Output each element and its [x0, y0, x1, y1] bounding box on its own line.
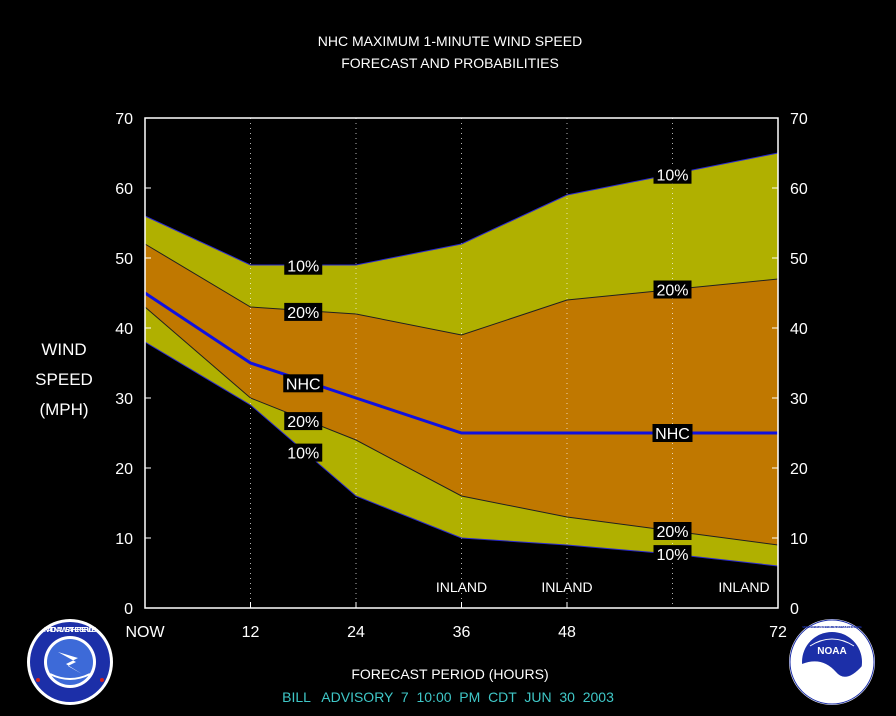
x-tick-label: 72 — [769, 624, 787, 641]
advisory-line: BILL ADVISORY 7 10:00 PM CDT JUN 30 2003 — [282, 689, 614, 705]
series-label-box — [652, 424, 693, 442]
series-label-box — [284, 302, 323, 321]
series-label-box — [653, 165, 692, 184]
series-label-box — [284, 412, 323, 431]
nws-logo: NATIONAL WEATHER SERVICE — [27, 619, 113, 705]
y-tick-label-left: 60 — [115, 181, 133, 198]
series-label: 20% — [656, 283, 688, 300]
y-tick-label-left: 10 — [115, 531, 133, 548]
series-label: 10% — [656, 547, 688, 564]
chart-subtitle: FORECAST AND PROBABILITIES — [341, 55, 559, 71]
x-tick-label: 24 — [347, 624, 365, 641]
x-tick-label: 36 — [453, 624, 471, 641]
x-axis-label: FORECAST PERIOD (HOURS) — [351, 666, 548, 682]
inland-annotations: INLAND INLAND INLAND — [436, 579, 770, 595]
y-tick-label-right: 40 — [790, 321, 808, 338]
series-label: 10% — [287, 446, 319, 463]
y-tick-label-right: 30 — [790, 391, 808, 408]
series-label: 10% — [287, 259, 319, 276]
series-labels: 10% 20% NHC 20% 10% 10% 20% NHC 20% 10% — [283, 165, 693, 564]
y-axis-label-line-1: WIND — [41, 340, 86, 359]
series-label-box — [284, 443, 323, 462]
noaa-logo: NATIONAL OCEANIC AND ATMOSPHERIC ADMINIS… — [789, 619, 875, 705]
series-label: NHC — [655, 426, 690, 443]
y-tick-label-right: 70 — [790, 111, 808, 128]
inland-annotation: INLAND — [718, 579, 769, 595]
y-tick-label-right: 20 — [790, 461, 808, 478]
series-label-box — [284, 256, 323, 275]
nws-logo-text: NATIONAL WEATHER SERVICE — [44, 627, 96, 634]
y-tick-label-right: 10 — [790, 531, 808, 548]
y-tick-label-left: 70 — [115, 111, 133, 128]
series-label: NHC — [286, 376, 321, 393]
series-label: 20% — [287, 414, 319, 431]
x-tick-label: NOW — [125, 624, 165, 641]
inland-annotation: INLAND — [436, 579, 487, 595]
x-tick-label: 12 — [242, 624, 260, 641]
y-tick-label-right: 50 — [790, 251, 808, 268]
series-label-box — [653, 280, 692, 299]
y-axis-label-line-3: (MPH) — [39, 400, 88, 419]
y-tick-label-left: 0 — [124, 601, 133, 618]
series-label-box — [283, 374, 324, 393]
y-axis-label-line-2: SPEED — [35, 370, 93, 389]
noaa-logo-text: NOAA — [817, 646, 846, 657]
series-label-box — [653, 545, 692, 564]
y-tick-label-right: 0 — [790, 601, 799, 618]
inland-annotation: INLAND — [541, 579, 592, 595]
series-label: 20% — [287, 305, 319, 322]
series-label: 10% — [656, 168, 688, 185]
lightning-bolt-icon — [58, 652, 82, 674]
chart-title: NHC MAXIMUM 1-MINUTE WIND SPEED — [318, 33, 582, 49]
y-tick-label-left: 50 — [115, 251, 133, 268]
y-tick-label-right: 60 — [790, 181, 808, 198]
noaa-ring-text: NATIONAL OCEANIC AND ATMOSPHERIC ADMINIS… — [802, 625, 862, 629]
x-tick-label: 48 — [558, 624, 576, 641]
y-tick-label-left: 40 — [115, 321, 133, 338]
x-axis-ticks: NOW 12 24 36 48 72 — [125, 602, 787, 641]
series-label: 20% — [656, 524, 688, 541]
y-axis-ticks: 0 0 10 10 20 20 30 30 40 40 50 50 60 60 70 70 — [115, 111, 808, 618]
y-tick-label-left: 30 — [115, 391, 133, 408]
y-tick-label-left: 20 — [115, 461, 133, 478]
probability-bands — [145, 153, 778, 566]
series-label-box — [653, 522, 692, 540]
